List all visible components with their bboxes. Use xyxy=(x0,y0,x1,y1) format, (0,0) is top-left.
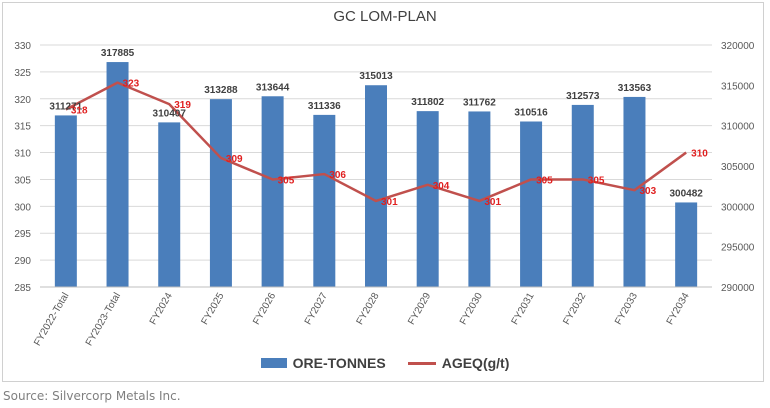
line-data-label: 309 xyxy=(226,154,243,165)
y-tick-label-left: 315 xyxy=(14,122,31,133)
line-data-label: 301 xyxy=(381,197,398,208)
y-tick-label-left: 295 xyxy=(14,229,31,240)
bar-data-label: 311762 xyxy=(463,97,496,108)
bar xyxy=(209,99,232,287)
bar-data-label: 313563 xyxy=(618,83,652,94)
x-tick-label: FY2032 xyxy=(561,291,588,327)
line-data-label: 310 xyxy=(691,149,708,160)
legend-label-ore-tonnes: ORE-TONNES xyxy=(292,355,386,371)
x-tick-label: FY2022-Total xyxy=(32,291,71,348)
x-tick-label: FY2024 xyxy=(148,291,175,327)
bar-data-label: 310407 xyxy=(153,108,187,119)
bar-data-label: 311802 xyxy=(411,97,444,108)
bar xyxy=(313,114,336,287)
line-data-label: 301 xyxy=(484,197,501,208)
y-tick-label-left: 325 xyxy=(14,68,31,79)
line-data-label: 304 xyxy=(433,181,450,192)
x-tick-label: FY2025 xyxy=(199,291,226,327)
bar xyxy=(54,115,77,287)
legend: ORE-TONNES AGEQ(g/t) xyxy=(0,355,770,371)
y-tick-label-left: 285 xyxy=(14,283,31,294)
bar xyxy=(571,104,594,287)
x-tick-label: FY2030 xyxy=(458,291,485,327)
bar-data-label: 317885 xyxy=(101,48,135,59)
x-tick-label: FY2027 xyxy=(303,291,330,327)
bar xyxy=(261,96,284,288)
bar xyxy=(468,111,491,287)
legend-item-ore-tonnes: ORE-TONNES xyxy=(260,355,386,371)
y-tick-label-left: 300 xyxy=(14,202,31,213)
bar xyxy=(365,85,387,287)
y-tick-label-right: 310000 xyxy=(721,122,755,133)
x-tick-label: FY2023-Total xyxy=(84,291,123,348)
bar xyxy=(520,121,543,287)
bar-data-label: 300482 xyxy=(669,188,703,199)
bar-data-label: 311336 xyxy=(308,101,341,112)
source-note: Source: Silvercorp Metals Inc. xyxy=(3,389,181,403)
x-tick-label: FY2034 xyxy=(665,291,692,327)
y-tick-label-left: 310 xyxy=(14,149,31,160)
x-tick-label: FY2033 xyxy=(613,291,640,327)
bar-data-label: 313288 xyxy=(204,85,238,96)
line-data-label: 305 xyxy=(536,175,553,186)
line-data-label: 306 xyxy=(329,170,346,181)
line-data-label: 319 xyxy=(174,100,191,111)
bar xyxy=(158,122,181,287)
y-tick-label-left: 320 xyxy=(14,95,31,106)
bar-data-label: 312573 xyxy=(566,91,600,102)
y-tick-label-left: 305 xyxy=(14,175,31,186)
x-tick-label: FY2031 xyxy=(510,291,537,327)
bar xyxy=(623,96,646,287)
y-tick-label-right: 295000 xyxy=(721,243,755,254)
series-line-ageq xyxy=(65,81,687,203)
bar-data-label: 311271 xyxy=(49,101,82,112)
x-tick-label: FY2029 xyxy=(406,291,433,327)
legend-label-ageq: AGEQ(g/t) xyxy=(441,355,510,371)
bar xyxy=(106,62,129,287)
x-tick-label: FY2026 xyxy=(251,291,278,327)
bar xyxy=(416,111,439,288)
legend-item-ageq: AGEQ(g/t) xyxy=(407,355,510,371)
line-data-label: 305 xyxy=(588,175,605,186)
y-tick-label-right: 300000 xyxy=(721,202,755,213)
y-tick-label-right: 315000 xyxy=(721,81,755,92)
y-tick-label-left: 290 xyxy=(14,256,31,267)
y-tick-label-right: 320000 xyxy=(721,41,755,52)
x-tick-label: FY2028 xyxy=(355,291,382,327)
line-data-label: 323 xyxy=(123,79,140,90)
bar-data-label: 315013 xyxy=(359,71,393,82)
line-data-label: 318 xyxy=(71,106,88,117)
y-tick-label-left: 330 xyxy=(14,41,31,52)
y-tick-label-right: 305000 xyxy=(721,162,755,173)
line-data-label: 305 xyxy=(278,175,295,186)
legend-swatch-ore-tonnes xyxy=(260,358,287,368)
legend-swatch-ageq xyxy=(407,361,436,365)
bar xyxy=(675,202,698,287)
bar-data-label: 313644 xyxy=(256,82,290,93)
y-tick-label-right: 290000 xyxy=(721,283,755,294)
chart-title: GC LOM-PLAN xyxy=(333,8,437,25)
line-data-label: 303 xyxy=(639,186,656,197)
bar-data-label: 310516 xyxy=(514,108,548,119)
